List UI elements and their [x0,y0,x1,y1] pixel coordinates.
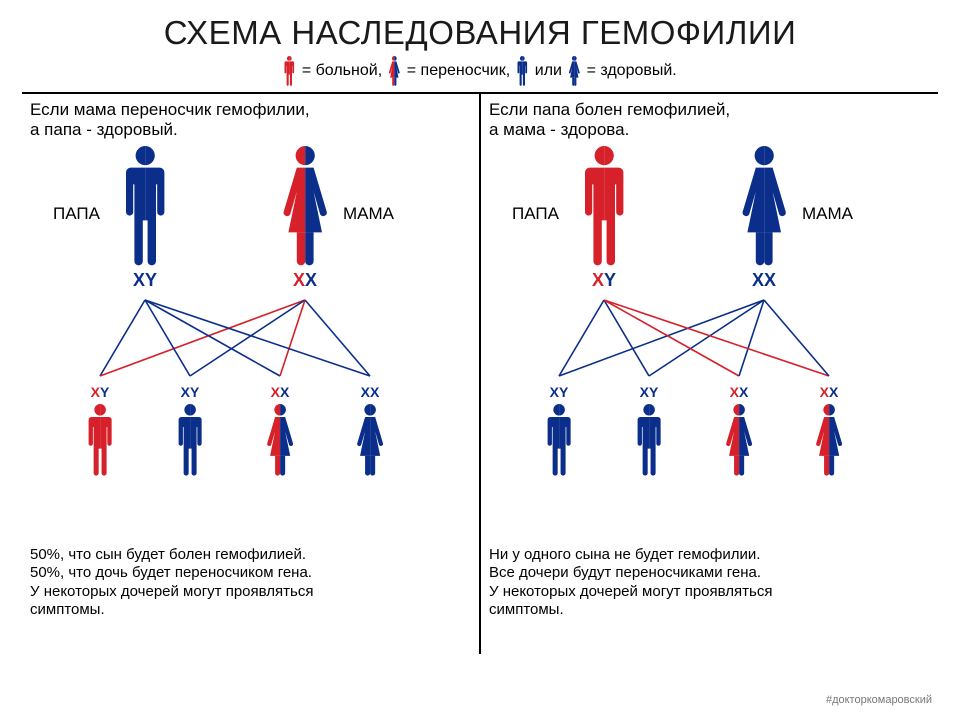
child-icon [544,404,574,476]
child-icon [814,404,844,476]
legend-healthy-female-icon [568,56,581,86]
scenario-text: Если папа болен гемофилией,а мама - здор… [489,100,930,140]
panel-left: Если мама переносчик гемофилии,а папа - … [22,94,479,654]
child-genotype: XX [809,384,849,400]
legend-affected-label: = больной, [302,62,382,80]
child-genotype: XY [629,384,669,400]
panel-right: Если папа болен гемофилией,а мама - здор… [481,94,938,654]
scenario-text: Если мама переносчик гемофилии,а папа - … [30,100,471,140]
child-genotype: XX [260,384,300,400]
child-genotype: XY [80,384,120,400]
children: XY XY XX XX [489,402,930,542]
hashtag: #докторкомаровский [826,694,932,706]
legend-carrier-icon [388,56,401,86]
panels: Если мама переносчик гемофилии,а папа - … [22,92,938,654]
child-icon [175,404,205,476]
legend-carrier-label: = переносчик, [407,62,510,80]
child-genotype: XY [539,384,579,400]
child-genotype: XX [719,384,759,400]
child-genotype: XY [170,384,210,400]
legend-affected-icon [283,56,296,86]
conclusion: Ни у одного сына не будет гемофилии.Все … [489,546,930,619]
child-icon [634,404,664,476]
child-icon [85,404,115,476]
child-icon [265,404,295,476]
legend-healthy-label: = здоровый. [587,62,677,80]
inner: СХЕМА НАСЛЕДОВАНИЯ ГЕМОФИЛИИ = больной, … [8,8,952,712]
legend: = больной, = переносчик, или = здоровый. [22,56,938,86]
children: XY XY XX XX [30,402,471,542]
child-icon [724,404,754,476]
page-title: СХЕМА НАСЛЕДОВАНИЯ ГЕМОФИЛИИ [22,14,938,52]
legend-or-label: или [535,62,562,80]
child-genotype: XX [350,384,390,400]
page: СХЕМА НАСЛЕДОВАНИЯ ГЕМОФИЛИИ = больной, … [0,0,960,720]
legend-healthy-male-icon [516,56,529,86]
conclusion: 50%, что сын будет болен гемофилией.50%,… [30,546,471,619]
child-icon [355,404,385,476]
